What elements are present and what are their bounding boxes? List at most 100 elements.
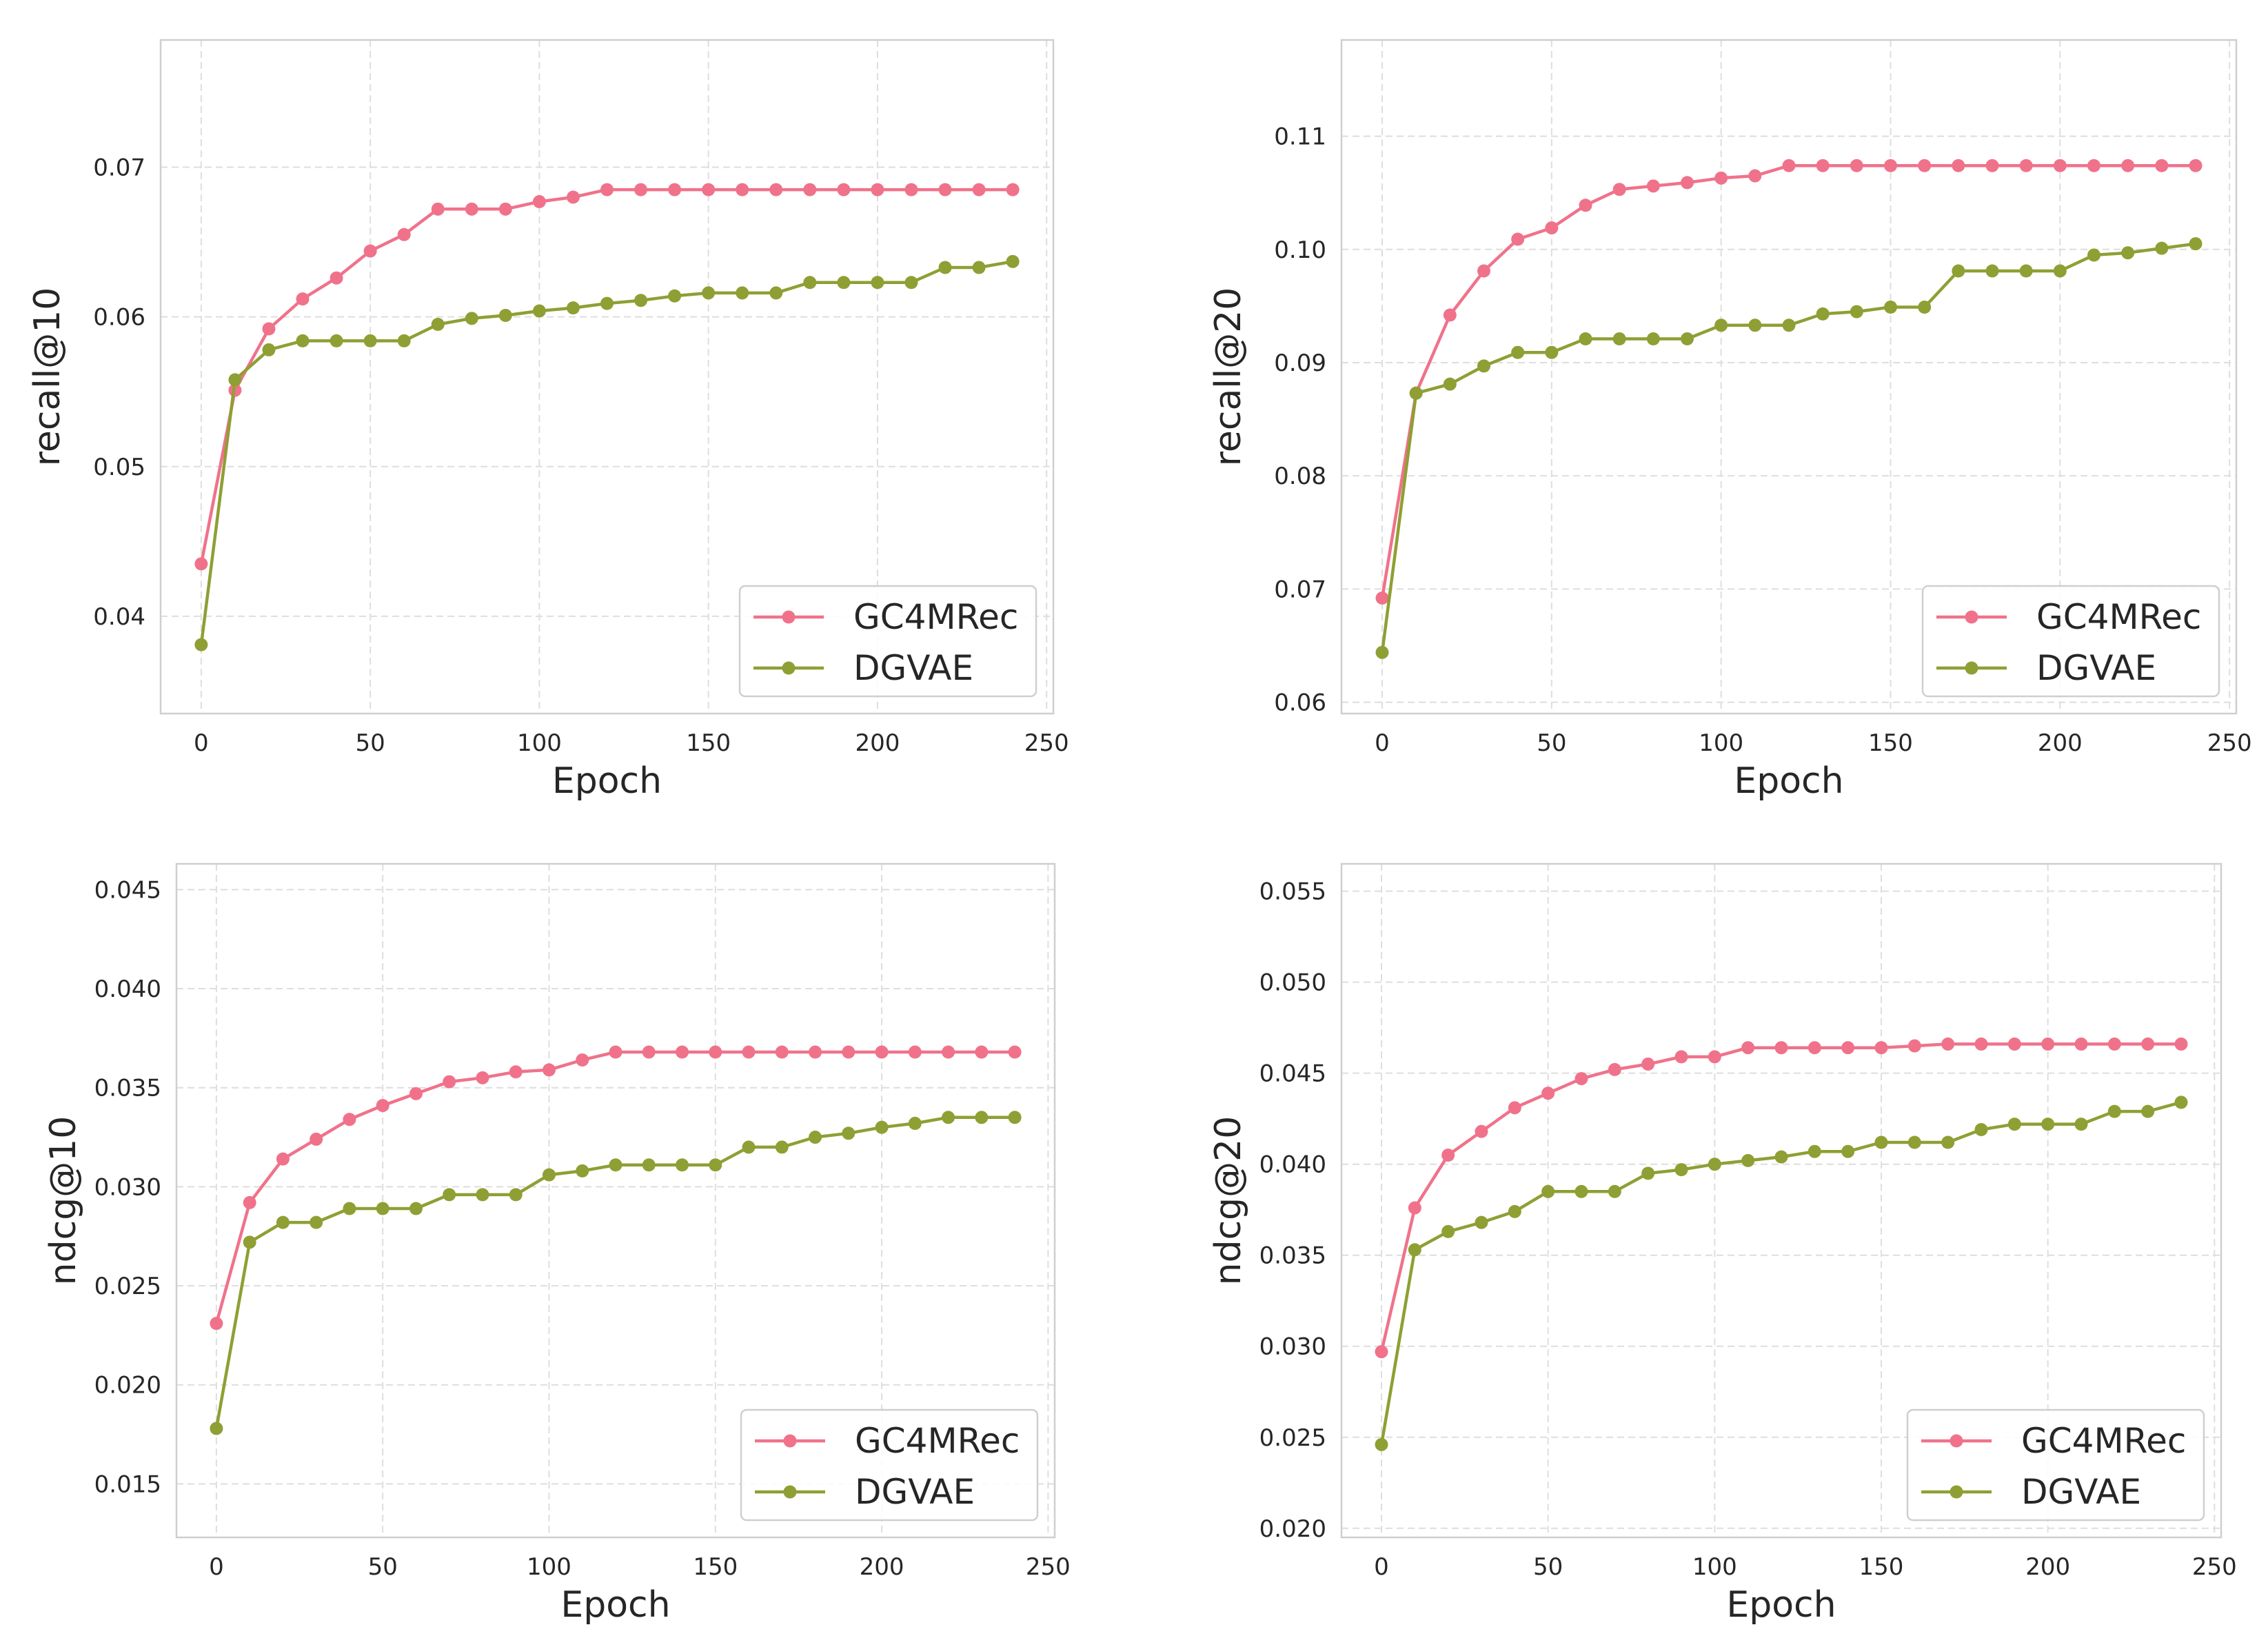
data-point-gc4mrec bbox=[1608, 1062, 1621, 1076]
y-tick-label: 0.08 bbox=[1274, 463, 1326, 490]
data-point-gc4mrec bbox=[363, 244, 377, 258]
x-axis-label: Epoch bbox=[560, 1584, 670, 1626]
data-point-dgvae bbox=[642, 1158, 656, 1172]
data-point-dgvae bbox=[542, 1168, 556, 1182]
data-point-gc4mrec bbox=[972, 183, 986, 196]
data-point-gc4mrec bbox=[2189, 159, 2203, 172]
data-point-dgvae bbox=[1541, 1184, 1555, 1198]
data-point-dgvae bbox=[509, 1188, 523, 1202]
y-tick-label: 0.10 bbox=[1274, 236, 1326, 264]
y-tick-label: 0.04 bbox=[93, 603, 145, 631]
data-point-dgvae bbox=[609, 1158, 622, 1172]
data-point-gc4mrec bbox=[1985, 159, 1999, 172]
legend-marker-gc4mrec bbox=[783, 1434, 797, 1448]
data-point-gc4mrec bbox=[2155, 159, 2169, 172]
chart-panel-recall10: 0 50 100 150 200 250 0.04 0.05 0.06 0.07 Epoch reca… bbox=[27, 39, 1069, 802]
legend-label-dgvae: DGVAE bbox=[2036, 648, 2156, 688]
data-point-dgvae bbox=[243, 1235, 256, 1249]
data-point-dgvae bbox=[1441, 1224, 1455, 1238]
data-point-gc4mrec bbox=[1475, 1124, 1488, 1138]
data-point-dgvae bbox=[1508, 1204, 1521, 1218]
data-point-gc4mrec bbox=[1443, 308, 1457, 322]
data-point-gc4mrec bbox=[634, 183, 648, 196]
data-point-dgvae bbox=[296, 334, 310, 347]
data-point-dgvae bbox=[1408, 1243, 1421, 1257]
x-tick-label: 0 bbox=[1375, 729, 1390, 757]
data-point-gc4mrec bbox=[210, 1317, 223, 1331]
data-point-gc4mrec bbox=[1741, 1041, 1755, 1055]
data-point-gc4mrec bbox=[1748, 169, 1762, 183]
data-point-dgvae bbox=[1579, 332, 1592, 345]
data-point-gc4mrec bbox=[702, 183, 716, 196]
data-point-gc4mrec bbox=[465, 202, 478, 216]
y-axis-label: ndcg@20 bbox=[1208, 1116, 1249, 1286]
data-point-gc4mrec bbox=[904, 183, 918, 196]
data-point-gc4mrec bbox=[1375, 1345, 1388, 1359]
data-point-dgvae bbox=[736, 286, 749, 300]
data-point-gc4mrec bbox=[942, 1045, 955, 1059]
data-point-dgvae bbox=[1375, 1437, 1388, 1451]
data-point-dgvae bbox=[1708, 1158, 1721, 1171]
data-point-gc4mrec bbox=[409, 1087, 423, 1100]
data-point-dgvae bbox=[1874, 1135, 1888, 1149]
data-point-gc4mrec bbox=[498, 202, 512, 216]
x-tick-label: 250 bbox=[1024, 729, 1069, 757]
data-point-gc4mrec bbox=[1808, 1041, 1821, 1055]
data-point-dgvae bbox=[1741, 1153, 1755, 1167]
data-point-gc4mrec bbox=[1375, 592, 1389, 605]
data-point-dgvae bbox=[228, 373, 242, 387]
data-point-dgvae bbox=[1641, 1167, 1655, 1180]
data-point-gc4mrec bbox=[262, 322, 276, 336]
data-point-gc4mrec bbox=[1816, 159, 1830, 172]
data-point-gc4mrec bbox=[2019, 159, 2033, 172]
chart-panel-recall20: 0 50 100 150 200 250 0.06 0.07 0.08 0.09 0.10 0.11 E… bbox=[1208, 39, 2252, 802]
data-point-dgvae bbox=[1646, 332, 1660, 345]
x-tick-label: 200 bbox=[2025, 1553, 2070, 1581]
y-tick-label: 0.035 bbox=[1259, 1242, 1326, 1270]
data-point-dgvae bbox=[1985, 264, 1999, 278]
data-point-dgvae bbox=[1748, 319, 1762, 332]
data-point-gc4mrec bbox=[2141, 1037, 2155, 1051]
data-point-dgvae bbox=[809, 1131, 822, 1144]
data-point-dgvae bbox=[476, 1188, 489, 1202]
data-point-gc4mrec bbox=[1708, 1050, 1721, 1064]
data-point-dgvae bbox=[576, 1164, 589, 1178]
data-point-gc4mrec bbox=[276, 1152, 290, 1166]
data-point-dgvae bbox=[330, 334, 343, 347]
data-point-gc4mrec bbox=[397, 228, 411, 241]
chart-panel-ndcg10: 0 50 100 150 200 250 0.015 0.020 0.025 0.030 0.035… bbox=[43, 862, 1071, 1626]
x-tick-label: 150 bbox=[1868, 729, 1913, 757]
x-axis-label: Epoch bbox=[552, 760, 662, 802]
data-point-gc4mrec bbox=[1782, 159, 1796, 172]
data-point-dgvae bbox=[276, 1215, 290, 1229]
legend-marker-dgvae bbox=[1965, 661, 1978, 675]
data-point-dgvae bbox=[1409, 386, 1423, 400]
data-point-dgvae bbox=[397, 334, 411, 347]
data-point-gc4mrec bbox=[343, 1113, 356, 1127]
y-tick-label: 0.035 bbox=[94, 1075, 161, 1102]
data-point-gc4mrec bbox=[1641, 1057, 1655, 1071]
data-point-gc4mrec bbox=[1477, 264, 1490, 278]
data-point-dgvae bbox=[634, 294, 648, 307]
data-point-gc4mrec bbox=[803, 183, 817, 196]
data-point-dgvae bbox=[1608, 1184, 1621, 1198]
data-point-dgvae bbox=[709, 1158, 722, 1172]
data-point-gc4mrec bbox=[194, 557, 208, 571]
x-axis-label: Epoch bbox=[1734, 760, 1843, 802]
data-point-gc4mrec bbox=[842, 1045, 855, 1059]
data-point-dgvae bbox=[1674, 1163, 1688, 1177]
data-point-gc4mrec bbox=[769, 183, 783, 196]
data-point-gc4mrec bbox=[2107, 1037, 2121, 1051]
data-point-gc4mrec bbox=[1952, 159, 1965, 172]
data-point-gc4mrec bbox=[542, 1063, 556, 1077]
data-point-dgvae bbox=[2189, 237, 2203, 251]
data-point-dgvae bbox=[702, 286, 716, 300]
x-tick-label: 150 bbox=[686, 729, 731, 757]
x-tick-label: 250 bbox=[2207, 729, 2252, 757]
data-point-gc4mrec bbox=[1774, 1041, 1788, 1055]
data-point-gc4mrec bbox=[736, 183, 749, 196]
y-tick-label: 0.06 bbox=[93, 304, 145, 332]
data-point-gc4mrec bbox=[1918, 159, 1932, 172]
data-point-dgvae bbox=[904, 276, 918, 290]
data-point-dgvae bbox=[465, 312, 478, 325]
